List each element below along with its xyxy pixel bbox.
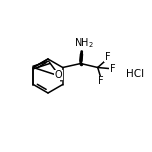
Text: F: F <box>105 52 111 62</box>
Text: NH$_2$: NH$_2$ <box>74 36 94 50</box>
Text: F: F <box>98 76 104 86</box>
Text: O: O <box>55 70 62 80</box>
Text: HCl: HCl <box>126 69 144 79</box>
Text: F: F <box>110 64 116 74</box>
